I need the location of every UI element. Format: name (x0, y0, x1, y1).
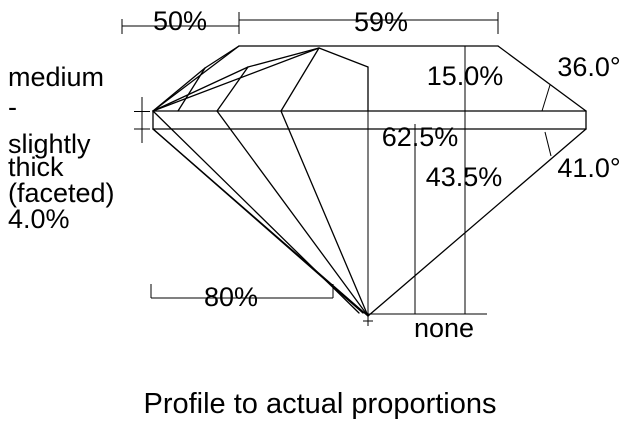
svg-text:15.0%: 15.0% (427, 61, 504, 91)
svg-text:41.0°: 41.0° (557, 153, 620, 183)
svg-text:80%: 80% (204, 282, 258, 312)
svg-text:4.0%: 4.0% (8, 204, 70, 234)
svg-text:36.0°: 36.0° (557, 52, 620, 82)
svg-text:59%: 59% (354, 7, 408, 37)
svg-text:Profile to actual proportions: Profile to actual proportions (143, 388, 496, 420)
svg-text:43.5%: 43.5% (426, 162, 503, 192)
svg-text:50%: 50% (153, 6, 207, 36)
svg-text:62.5%: 62.5% (382, 122, 459, 152)
svg-text:none: none (414, 313, 474, 343)
svg-text:medium: medium (8, 62, 104, 92)
svg-text:-: - (8, 92, 17, 122)
